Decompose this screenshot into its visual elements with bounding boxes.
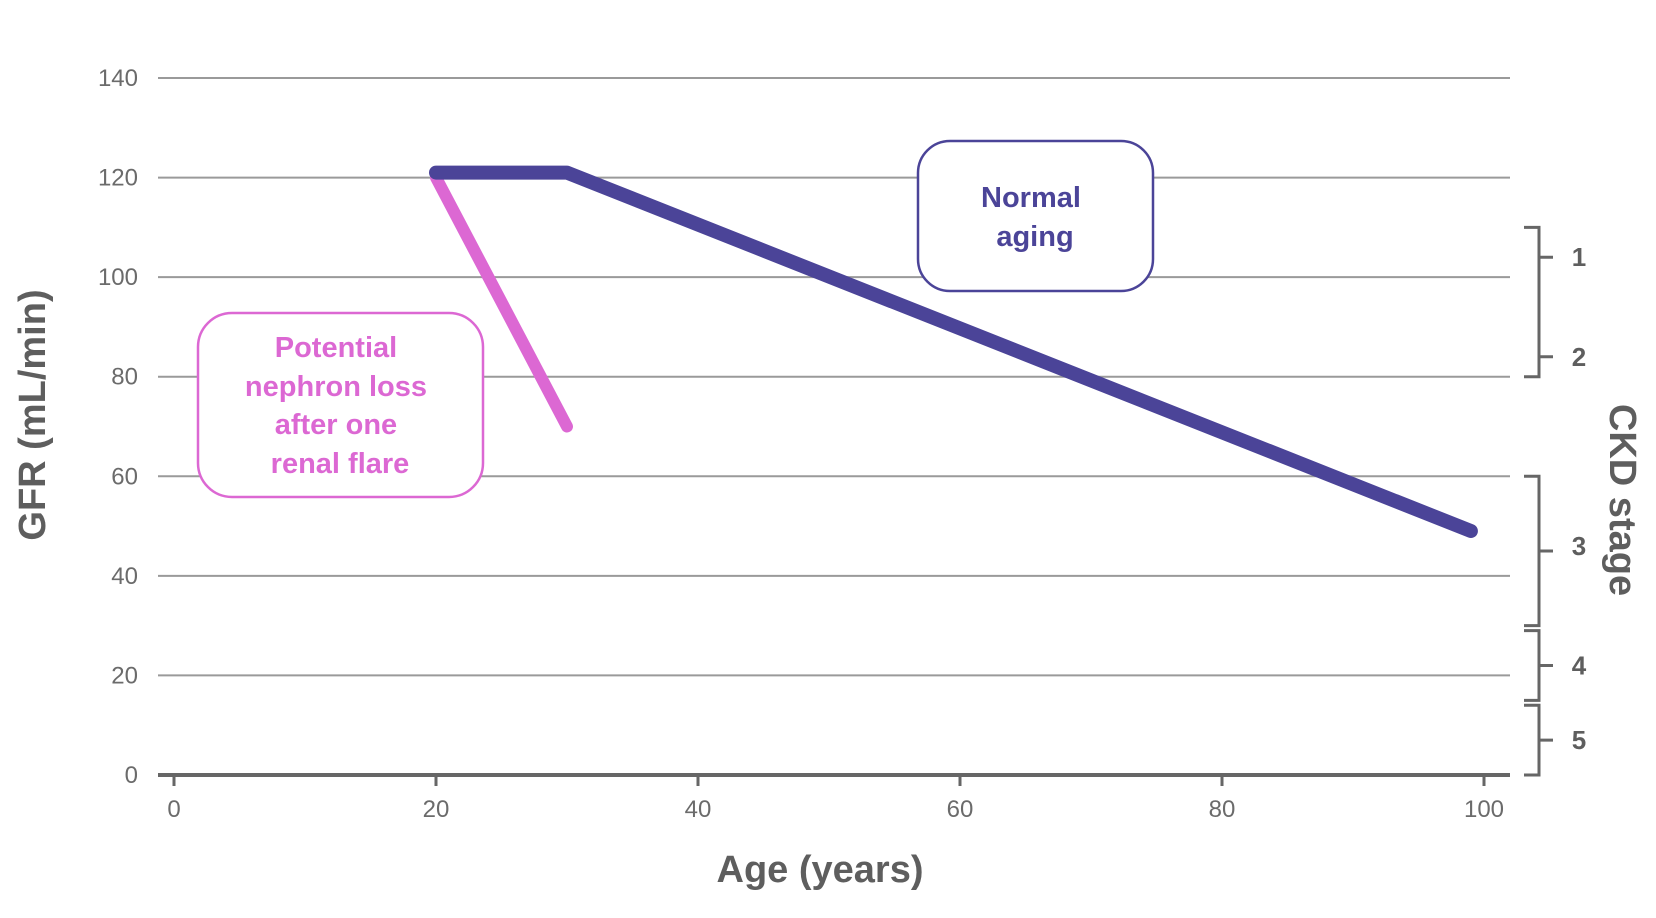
ckd-stage-bracket xyxy=(1524,629,1553,702)
y-axis-title: GFR (mL/min) xyxy=(12,289,54,540)
note-line: aging xyxy=(996,221,1073,253)
renal-flare-note-text: Potential nephron loss after one renal f… xyxy=(245,332,435,480)
note-line: Potential xyxy=(275,332,397,364)
note-line: Normal xyxy=(981,182,1081,214)
normal-aging-box xyxy=(916,139,1155,293)
x-tick-label: 0 xyxy=(167,796,180,823)
x-axis-title: Age (years) xyxy=(717,849,924,891)
y-tick-label: 100 xyxy=(98,264,138,291)
y-tick-label: 60 xyxy=(111,463,138,490)
ckd-stage-axis-title: CKD stage xyxy=(1601,404,1643,596)
x-tick-label: 60 xyxy=(947,796,974,823)
y-tick-label: 20 xyxy=(111,662,138,689)
renal-flare-note: Potential nephron loss after one renal f… xyxy=(196,311,485,499)
y-tick-label: 0 xyxy=(125,762,138,789)
note-line: renal flare xyxy=(271,448,410,480)
ckd-stage-bracket xyxy=(1524,703,1553,777)
normal-aging-note: Normal aging xyxy=(916,139,1155,293)
ckd-stage-label: 1 xyxy=(1572,242,1586,272)
ckd-stage-bracket xyxy=(1524,225,1553,379)
ckd-stage-label: 2 xyxy=(1572,342,1586,372)
ckd-stage-label: 5 xyxy=(1572,725,1586,755)
x-tick-label: 80 xyxy=(1209,796,1236,823)
note-line: nephron loss xyxy=(245,371,427,403)
renal-flare-box xyxy=(196,311,485,499)
ckd-stage-bracket xyxy=(1524,474,1553,628)
note-line: after one xyxy=(275,409,397,441)
ckd-stage-label: 3 xyxy=(1572,531,1586,561)
y-tick-label: 80 xyxy=(111,364,138,391)
x-tick-label: 100 xyxy=(1464,796,1504,823)
nephron-loss-line xyxy=(430,171,573,433)
x-tick-label: 20 xyxy=(423,796,450,823)
normal-aging-line xyxy=(429,165,1478,538)
y-tick-label: 120 xyxy=(98,165,138,192)
y-tick-label: 40 xyxy=(111,563,138,590)
ckd-stage-label: 4 xyxy=(1572,650,1587,680)
x-tick-label: 40 xyxy=(685,796,712,823)
normal-aging-note-text: Normal aging xyxy=(981,182,1089,253)
y-tick-label: 140 xyxy=(98,65,138,92)
